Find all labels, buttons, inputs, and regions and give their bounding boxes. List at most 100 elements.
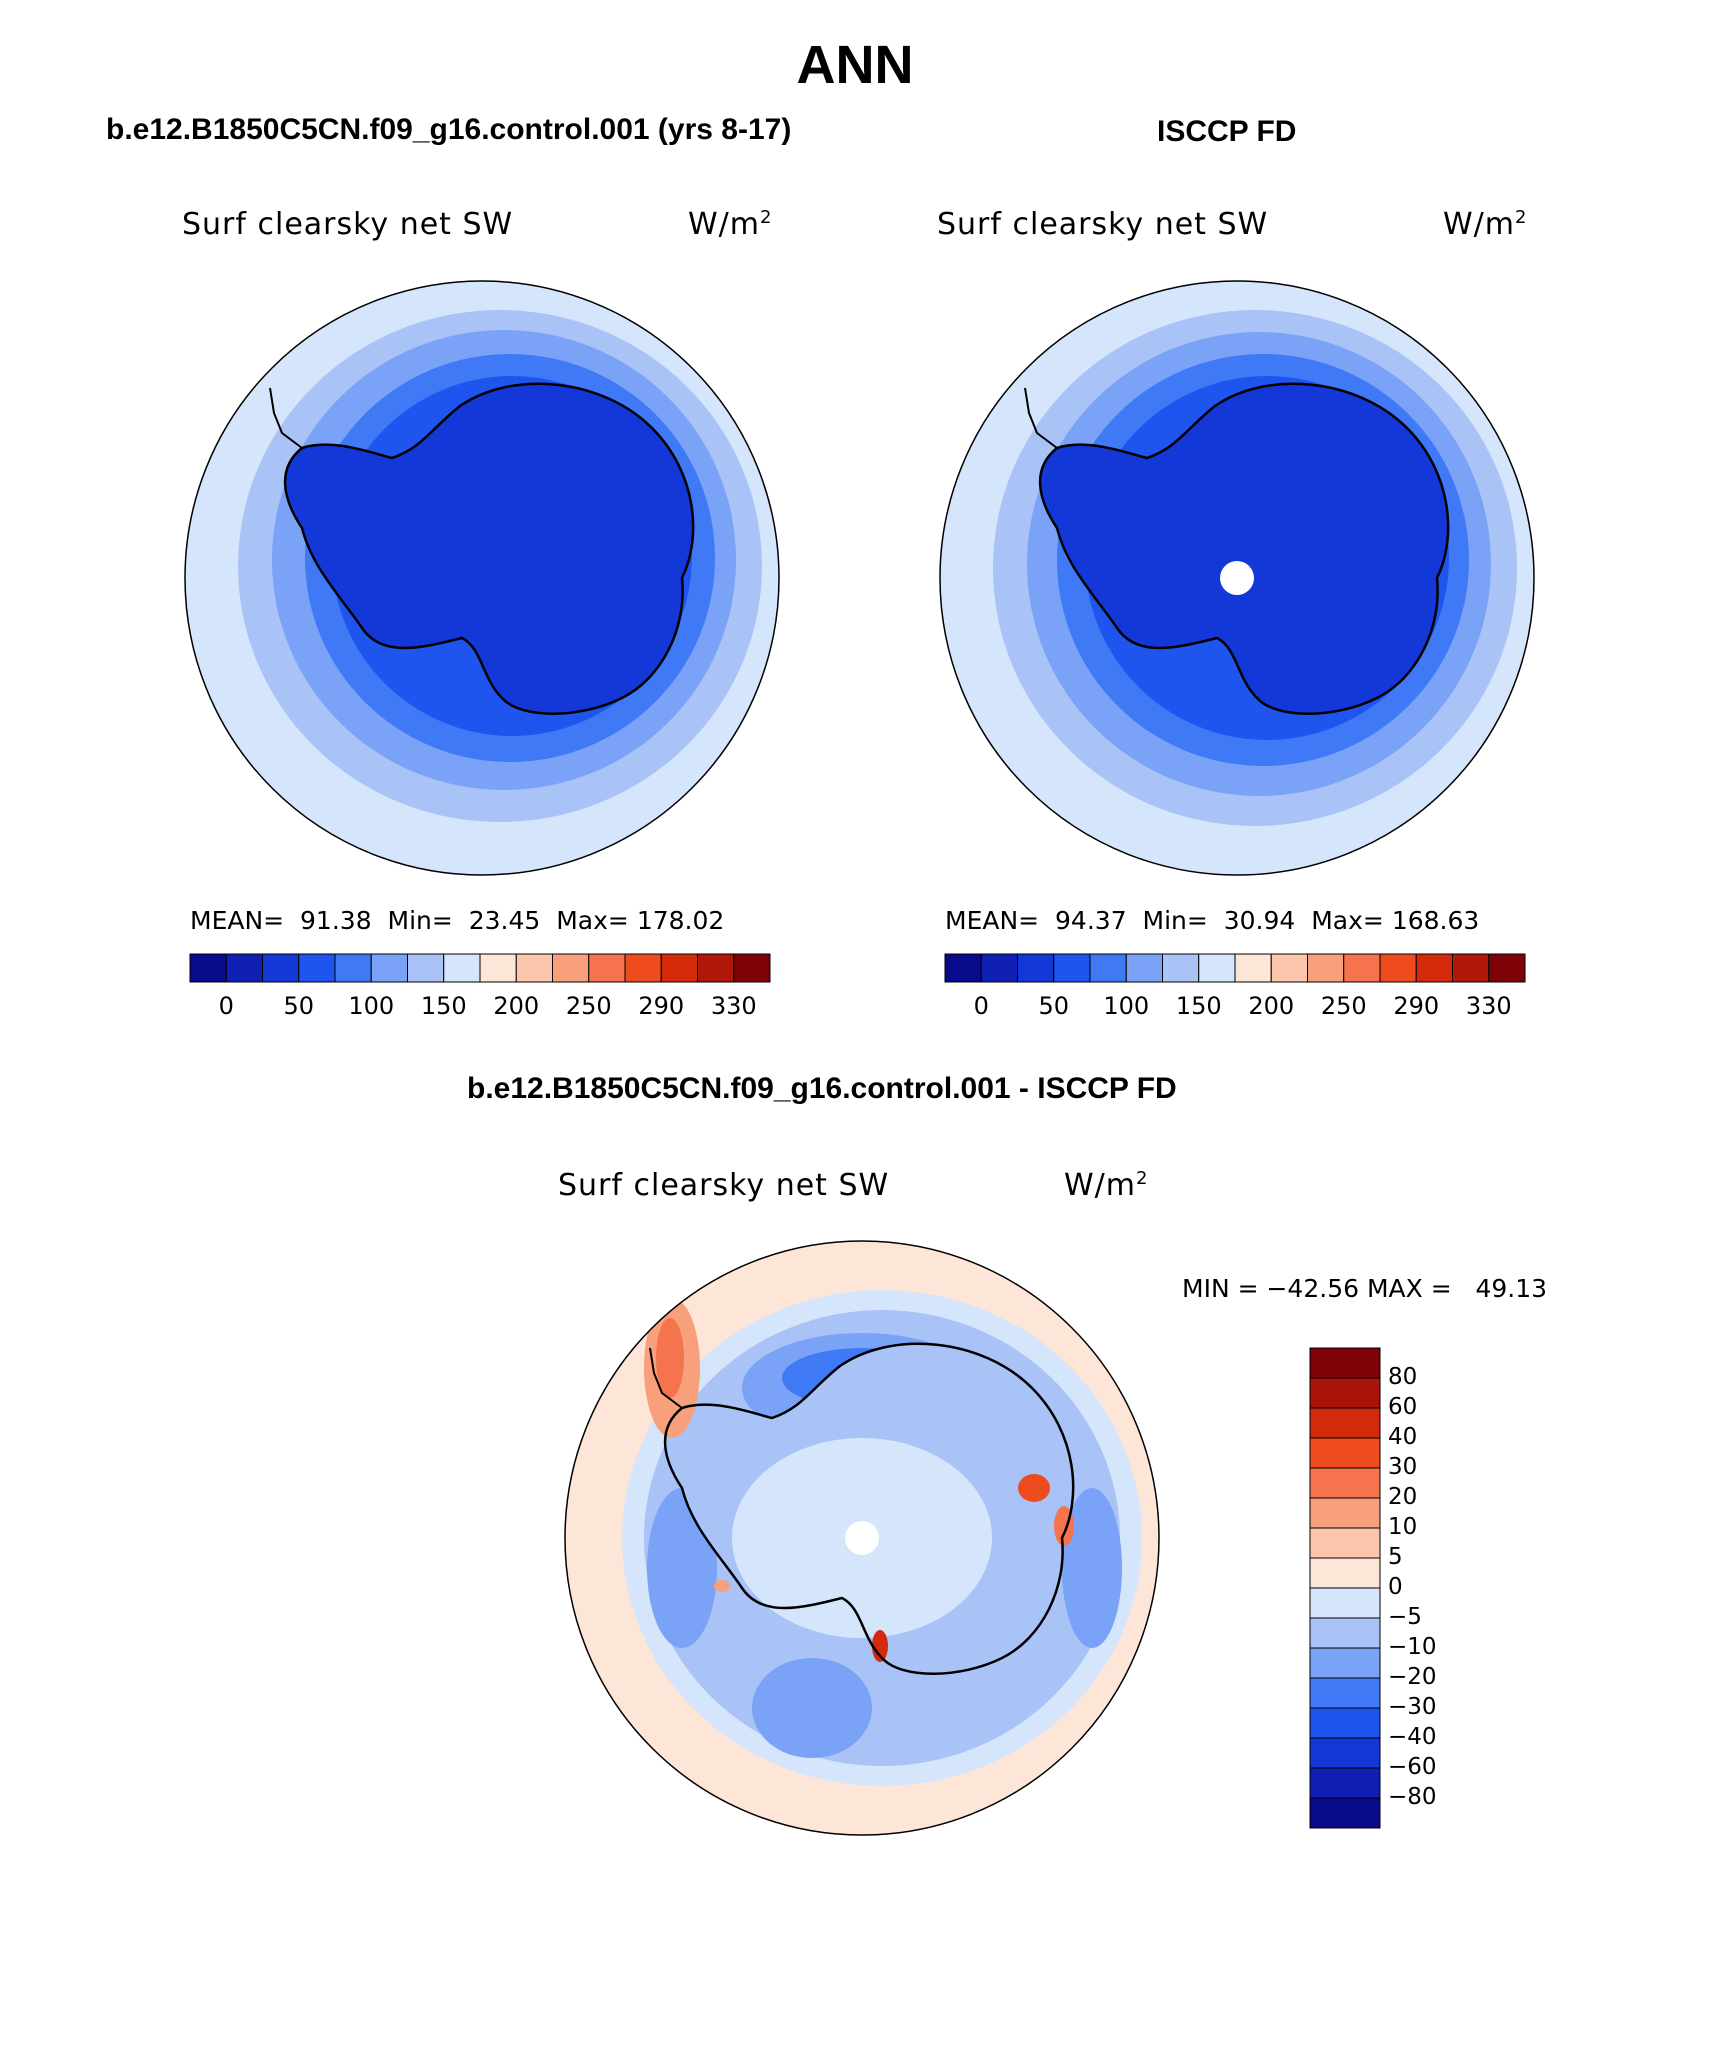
colorbar-swatch [1017, 953, 1055, 983]
colorbar-tick-label: 150 [1175, 992, 1222, 1020]
panel1-colorbar-ticks: 0 50 100 150 200 250 290 330 [190, 992, 770, 1022]
colorbar-tick-label: −30 [1388, 1694, 1437, 1720]
colorbar-swatch [1309, 1587, 1381, 1619]
difference-minmax: MIN = −42.56 MAX = 49.13 [1182, 1274, 1548, 1303]
colorbar-tick-label: 10 [1388, 1514, 1418, 1540]
panel1-units-label: W/m2 [688, 207, 773, 242]
colorbar-tick-label: −80 [1388, 1784, 1437, 1810]
colorbar-tick-label: 330 [710, 992, 757, 1020]
colorbar-swatch [1309, 1467, 1381, 1499]
colorbar-swatch [1309, 1797, 1381, 1829]
panel2-colorbar [944, 953, 1526, 983]
colorbar-swatch [1309, 1407, 1381, 1439]
colorbar-swatch [1125, 953, 1163, 983]
panel1-colorbar [189, 953, 771, 983]
colorbar-swatch [1309, 1437, 1381, 1469]
colorbar-tick-label: −40 [1388, 1724, 1437, 1750]
panel1-polar-map [184, 280, 780, 876]
colorbar-tick-label: 0 [973, 992, 989, 1020]
panel2-polar-map [939, 280, 1535, 876]
panel2-header: ISCCP FD [1157, 115, 1297, 148]
colorbar-tick-label: 60 [1388, 1394, 1418, 1420]
main-title: ANN [796, 35, 914, 95]
colorbar-tick-label: 0 [1388, 1574, 1403, 1600]
colorbar-swatch [443, 953, 481, 983]
colorbar-swatch [624, 953, 662, 983]
panel1-header: b.e12.B1850C5CN.f09_g16.control.001 (yrs… [106, 113, 792, 146]
colorbar-tick-label: −60 [1388, 1754, 1437, 1780]
colorbar-swatch [1089, 953, 1127, 983]
colorbar-swatch [1309, 1647, 1381, 1679]
colorbar-swatch [1162, 953, 1200, 983]
difference-colorbar-ticks: 80 60 40 30 20 10 5 0 −5 −10 −20 −30 −40 −60 −80 [1388, 1348, 1508, 1828]
colorbar-swatch [515, 953, 553, 983]
colorbar-swatch [189, 953, 227, 983]
difference-polar-missing-data [845, 1521, 879, 1555]
colorbar-swatch [1309, 1767, 1381, 1799]
colorbar-swatch [697, 953, 735, 983]
colorbar-tick-label: 50 [1038, 992, 1070, 1020]
colorbar-swatch [1309, 1527, 1381, 1559]
colorbar-tick-label: 290 [1393, 992, 1440, 1020]
colorbar-swatch [262, 953, 300, 983]
difference-colorbar [1309, 1347, 1381, 1829]
colorbar-swatch [1309, 1557, 1381, 1589]
colorbar-swatch [1309, 1677, 1381, 1709]
difference-coastline [663, 1342, 1075, 1675]
colorbar-swatch [1307, 953, 1345, 983]
panel2-polar-missing-data [1220, 561, 1254, 595]
colorbar-tick-label: 0 [218, 992, 234, 1020]
panel2-stats: MEAN= 94.37 Min= 30.94 Max= 168.63 [945, 906, 1480, 935]
colorbar-swatch [1343, 953, 1381, 983]
colorbar-swatch [733, 953, 771, 983]
colorbar-tick-label: 50 [283, 992, 315, 1020]
colorbar-swatch [980, 953, 1018, 983]
panel1-coastline [283, 382, 695, 715]
colorbar-swatch [370, 953, 408, 983]
colorbar-tick-label: −5 [1388, 1604, 1422, 1630]
panel2-colorbar-ticks: 0 50 100 150 200 250 290 330 [945, 992, 1525, 1022]
colorbar-tick-label: 30 [1388, 1454, 1418, 1480]
colorbar-tick-label: 20 [1388, 1484, 1418, 1510]
colorbar-swatch [1488, 953, 1526, 983]
colorbar-tick-label: 330 [1465, 992, 1512, 1020]
colorbar-swatch [1309, 1497, 1381, 1529]
colorbar-swatch [298, 953, 336, 983]
difference-units-label: W/m2 [1064, 1168, 1149, 1203]
colorbar-swatch [944, 953, 982, 983]
colorbar-swatch [588, 953, 626, 983]
colorbar-swatch [225, 953, 263, 983]
colorbar-tick-label: 5 [1388, 1544, 1403, 1570]
colorbar-tick-label: 40 [1388, 1424, 1418, 1450]
colorbar-tick-label: 200 [493, 992, 540, 1020]
colorbar-swatch [1379, 953, 1417, 983]
difference-header: b.e12.B1850C5CN.f09_g16.control.001 - IS… [467, 1072, 1177, 1105]
colorbar-swatch [660, 953, 698, 983]
colorbar-swatch [479, 953, 517, 983]
colorbar-swatch [1309, 1377, 1381, 1409]
colorbar-swatch [1309, 1347, 1381, 1379]
colorbar-swatch [334, 953, 372, 983]
colorbar-swatch [1415, 953, 1453, 983]
colorbar-tick-label: 100 [1103, 992, 1150, 1020]
colorbar-tick-label: 100 [348, 992, 395, 1020]
colorbar-tick-label: 150 [420, 992, 467, 1020]
colorbar-swatch [1198, 953, 1236, 983]
colorbar-tick-label: 250 [1320, 992, 1367, 1020]
colorbar-swatch [1270, 953, 1308, 983]
colorbar-tick-label: 80 [1388, 1364, 1418, 1390]
colorbar-tick-label: −10 [1388, 1634, 1437, 1660]
panel2-coastline [1038, 382, 1450, 715]
colorbar-swatch [407, 953, 445, 983]
colorbar-tick-label: 250 [565, 992, 612, 1020]
colorbar-swatch [1452, 953, 1490, 983]
panel2-variable-label: Surf clearsky net SW [937, 207, 1269, 242]
colorbar-swatch [1053, 953, 1091, 983]
colorbar-swatch [1309, 1617, 1381, 1649]
colorbar-tick-label: 290 [638, 992, 685, 1020]
difference-variable-label: Surf clearsky net SW [558, 1168, 890, 1203]
panel1-variable-label: Surf clearsky net SW [182, 207, 514, 242]
panel2-units-label: W/m2 [1443, 207, 1528, 242]
colorbar-tick-label: 200 [1248, 992, 1295, 1020]
panel1-stats: MEAN= 91.38 Min= 23.45 Max= 178.02 [190, 906, 725, 935]
